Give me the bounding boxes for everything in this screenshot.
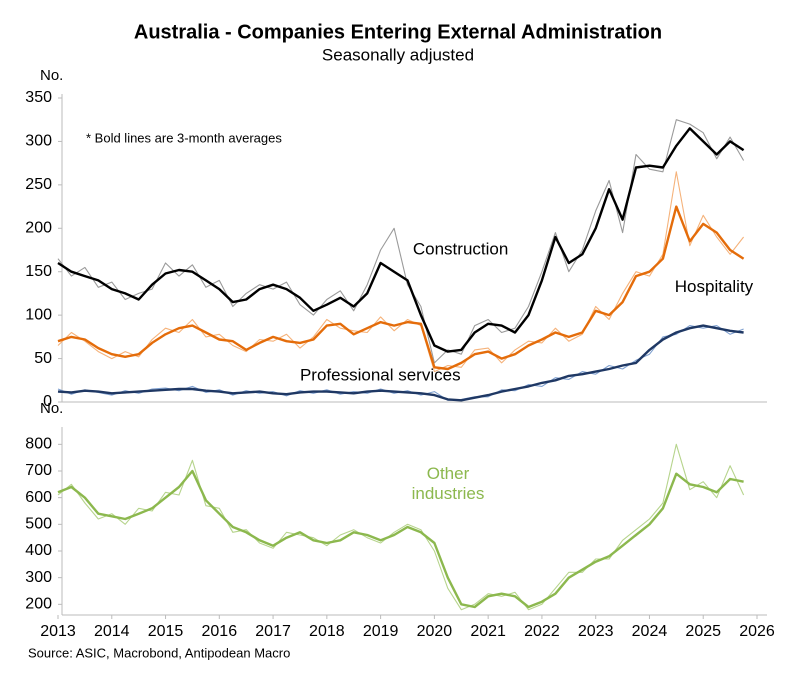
x-tick-label: 2019 [363,623,399,640]
y-tick-label: 300 [25,569,52,586]
y-tick-label: 50 [34,350,52,367]
avg-line [57,127,745,353]
x-tick-label: 2023 [578,623,614,640]
y-tick-label: 0 [43,393,52,410]
y-tick-label: 200 [25,220,52,237]
series-label: Construction [413,239,508,258]
x-tick-label: 2024 [632,623,668,640]
y-tick-label: 500 [25,516,52,533]
y-tick-label: 400 [25,542,52,559]
y-axis-label: No. [40,400,63,417]
annotation: * Bold lines are 3-month averages [86,130,282,145]
chart-subtitle: Seasonally adjusted [322,45,474,64]
x-tick-label: 2022 [524,623,560,640]
raw-line [57,443,745,611]
chart-title: Australia - Companies Entering External … [134,21,662,43]
y-tick-label: 800 [25,436,52,453]
x-tick-label: 2017 [255,623,291,640]
y-tick-label: 600 [25,489,52,506]
x-tick-label: 2018 [309,623,345,640]
x-tick-label: 2014 [94,623,130,640]
x-tick-label: 2020 [417,623,453,640]
avg-line [57,324,744,402]
y-tick-label: 350 [25,89,52,106]
x-tick-label: 2013 [40,623,76,640]
series-label: Hospitality [675,277,754,296]
y-axis-label: No. [40,67,63,84]
x-tick-label: 2026 [739,623,775,640]
y-tick-label: 700 [25,462,52,479]
series-label: Professional services [300,365,461,384]
y-tick-label: 200 [25,596,52,613]
x-tick-label: 2021 [470,623,506,640]
source: Source: ASIC, Macrobond, Antipodean Macr… [28,645,290,660]
x-tick-label: 2015 [148,623,184,640]
y-tick-label: 100 [25,306,52,323]
y-tick-label: 150 [25,263,52,280]
y-tick-label: 250 [25,176,52,193]
x-tick-label: 2025 [685,623,721,640]
y-tick-label: 300 [25,133,52,150]
series-label: Other industries [411,464,485,503]
avg-line [57,205,745,371]
avg-line [57,469,744,609]
raw-line [57,119,745,364]
x-tick-label: 2016 [202,623,238,640]
